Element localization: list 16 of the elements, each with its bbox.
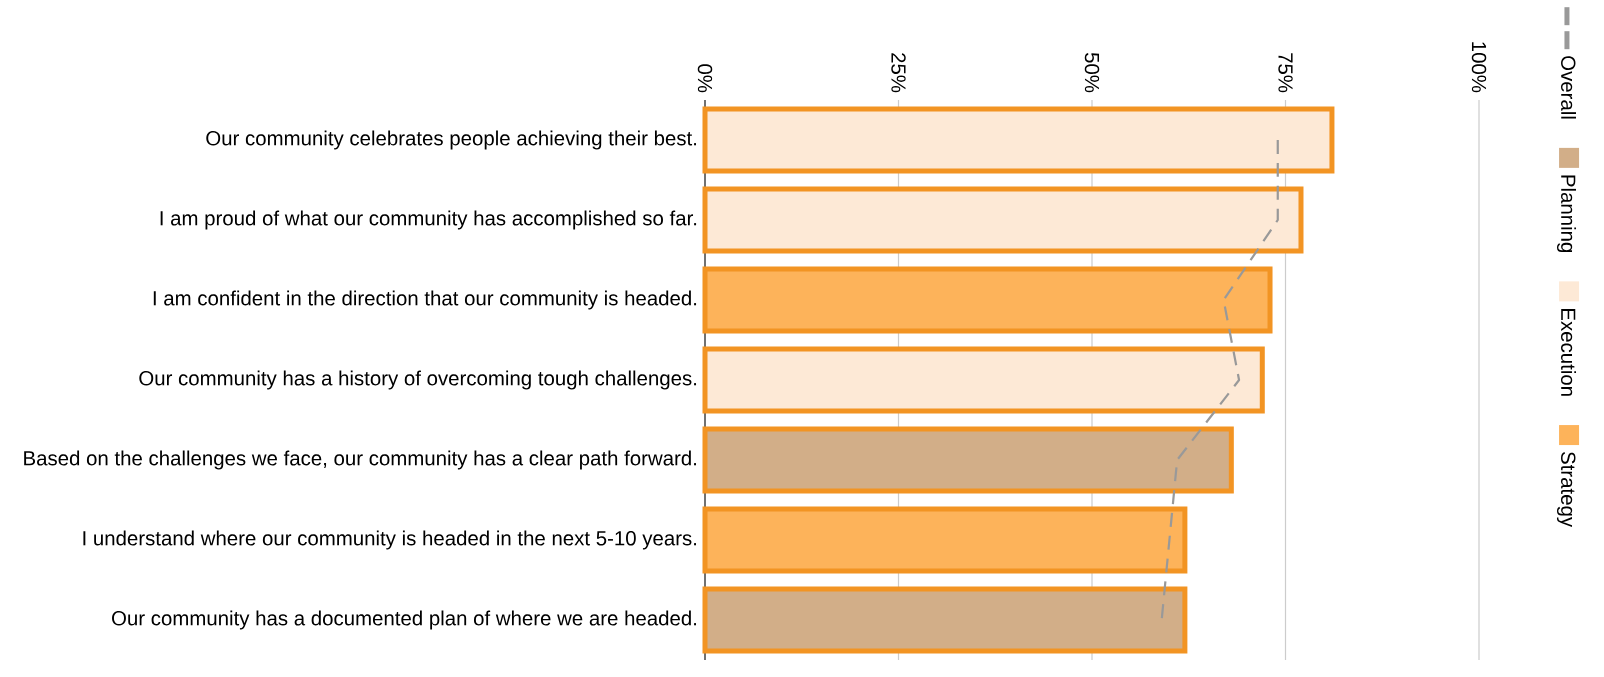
- legend-label: Strategy: [1556, 451, 1576, 528]
- y-tick-label: I am confident in the direction that our community is headed.: [153, 290, 697, 310]
- legend-label: Planning: [1556, 175, 1577, 253]
- y-tick-label: Our community celebrates people achieving their best.: [206, 130, 697, 150]
- y-tick-label: Based on the challenges we face, our community has a clear path forward.: [24, 450, 696, 470]
- y-tick-label: I understand where our community is headed in the next 5-10 years.: [83, 530, 697, 550]
- x-tick-label: 50%: [1084, 52, 1100, 93]
- y-tick-label: Our community has a documented plan of where we are headed.: [112, 610, 697, 630]
- x-tick-label: 100%: [1471, 42, 1487, 93]
- legend-label: Overall: [1561, 56, 1577, 119]
- x-tick-label: 0%: [697, 64, 713, 93]
- y-tick-label: Our community has a history of overcoming tough challenges.: [139, 370, 697, 390]
- x-tick-label: 25%: [891, 53, 906, 93]
- legend-label: Execution: [1561, 309, 1577, 396]
- y-tick-label: I am proud of what our community has accomplished so far.: [160, 210, 697, 230]
- x-tick-label: 75%: [1278, 53, 1293, 93]
